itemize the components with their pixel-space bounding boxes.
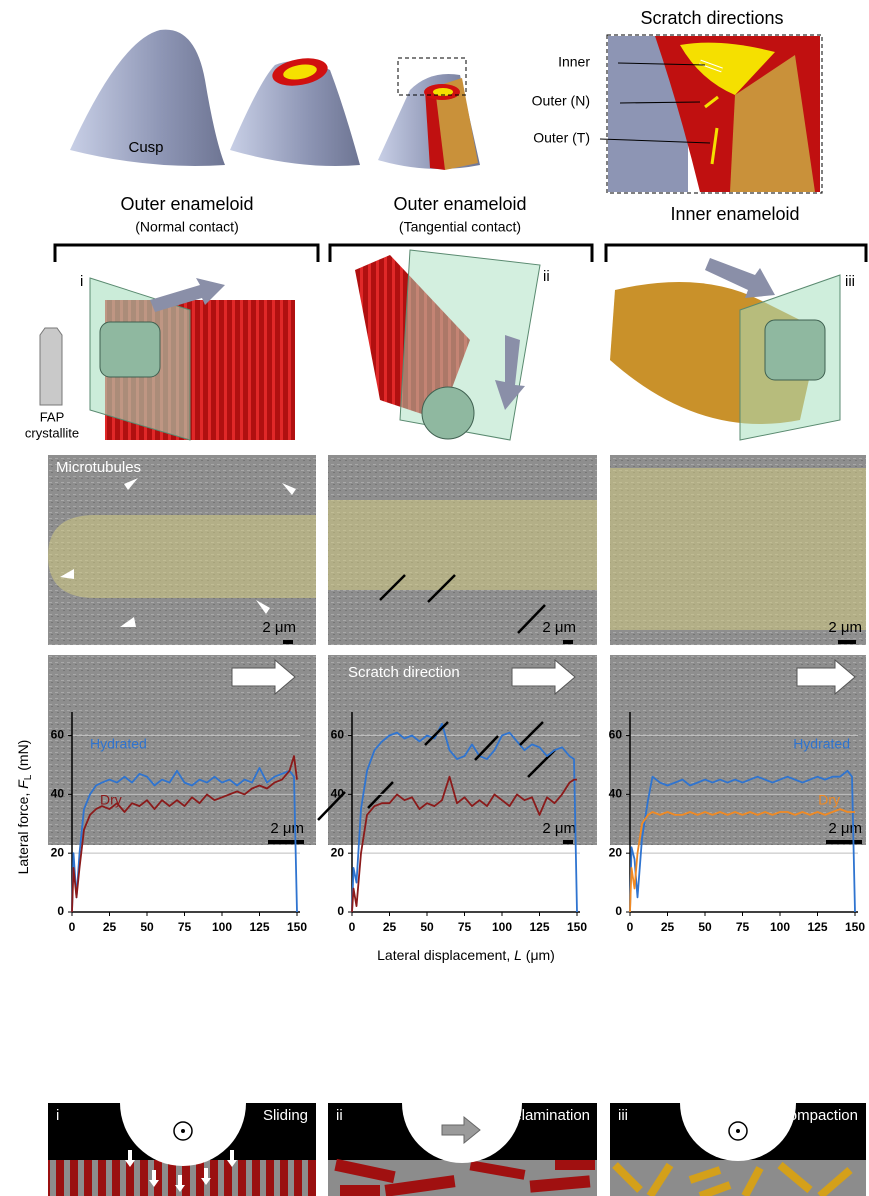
crystal-models-text: iii [845,273,855,290]
header-labels-text: Outer (T) [533,130,590,146]
sem-micrographs-rect [610,468,866,630]
x-tick-label: 0 [69,920,76,934]
page: { "header": {"scratch_directions": "Scra… [0,0,869,1196]
header-labels-text: Outer enameloid [120,194,253,214]
schematics-text: iii [618,1107,628,1124]
x-tick-label: 50 [140,920,154,934]
y-tick-label: 60 [609,728,623,742]
sem-micrographs-rect [563,840,573,844]
x-tick-label: 50 [698,920,712,934]
y-tick-label: 0 [57,904,64,918]
x-tick-label: 100 [492,920,512,934]
header-labels-text: Outer (N) [532,93,590,109]
x-tick-label: 0 [627,920,634,934]
series-label: Dry [100,792,122,808]
schematics-text: Delamination [502,1107,590,1124]
x-tick-label: 150 [845,920,865,934]
scratch-directions-inset [600,35,822,193]
x-tick-label: 0 [349,920,356,934]
x-tick-label: 125 [807,920,827,934]
y-tick-label: 40 [331,787,345,801]
x-tick-label: 75 [178,920,192,934]
series-label: Hydrated [793,736,850,752]
x-tick-label: 75 [458,920,472,934]
x-tick-label: 25 [661,920,675,934]
y-tick-label: 40 [51,787,65,801]
sem-micrographs-rect [826,840,862,844]
x-tick-label: 25 [103,920,117,934]
schematics-circle [181,1129,185,1133]
series-label: Hydrated [90,736,147,752]
crystal-models-text: crystallite [25,425,79,440]
crystal-models-text: ii [543,268,550,285]
x-tick-label: 25 [383,920,397,934]
x-tick-label: 100 [770,920,790,934]
sem-micrographs-rect [838,640,856,644]
schematics-text: Compaction [778,1107,858,1124]
crystal-models-circle [422,387,474,439]
x-tick-label: 125 [249,920,269,934]
y-tick-label: 0 [337,904,344,918]
crystal-models-text: i [80,273,83,290]
schematics-text: ii [336,1107,343,1124]
figure: Scratch directions Inner Outer (N) Outer… [0,0,869,1196]
x-axis-label: Lateral displacement, L (μm) [377,947,555,963]
crystal-models-path [40,328,62,405]
y-axis-label: Lateral force, FL (mN) [15,740,34,875]
y-tick-label: 20 [51,845,65,859]
header-labels-text: Inner enameloid [670,204,799,224]
sem-micrographs-text: 2 μm [828,820,862,837]
header-labels-text: Scratch directions [640,8,783,28]
sem-micrographs-text: 2 μm [542,820,576,837]
sem-micrographs-rect [563,640,573,644]
schematics-g-rect [555,1160,595,1170]
x-tick-label: 50 [420,920,434,934]
schematics-circle [736,1129,740,1133]
sem-micrographs-text: 2 μm [542,619,576,636]
sem-micrographs-rect [268,840,304,844]
crystal-models-text: FAP [40,409,65,424]
crystal-models-rect [765,320,825,380]
sem-micrographs-text: 2 μm [828,619,862,636]
sem-micrographs-text: 2 μm [270,820,304,837]
brackets-path [606,245,866,262]
header-labels-text: (Tangential contact) [399,219,521,235]
sem-micrographs-rect [283,640,293,644]
header-labels-text: Inner [558,54,590,70]
sem-micrographs-text: Scratch direction [348,664,460,681]
y-tick-label: 0 [615,904,622,918]
y-tick-label: 60 [331,728,345,742]
sem-micrographs-text: Microtubules [56,459,141,476]
schematics-text: i [56,1107,59,1124]
y-tick-label: 60 [51,728,65,742]
sem-micrographs-rect [328,500,597,590]
header-labels-text: Cusp [128,139,163,156]
x-tick-label: 125 [529,920,549,934]
header-labels-text: (Normal contact) [135,219,238,235]
sem-micrographs: Microtubules Scratch direction 2 μm 2 μm… [48,455,866,845]
sem-micrographs-text: 2 μm [262,619,296,636]
series-label: Dry [818,792,840,808]
x-tick-label: 150 [287,920,307,934]
x-tick-label: 100 [212,920,232,934]
header-labels-text: Outer enameloid [393,194,526,214]
crystal-models: FAP crystallite i ii iii [25,250,855,440]
schematics-text: Sliding [263,1107,308,1124]
sem-micrographs-path [48,515,316,598]
schematics-g-rect [340,1185,380,1196]
x-tick-label: 150 [567,920,587,934]
schematics: i Sliding ii Delamination iii Compaction [48,1103,866,1196]
y-tick-label: 40 [609,787,623,801]
x-tick-label: 75 [736,920,750,934]
brackets-path [55,245,318,262]
crystal-models-rect [100,322,160,377]
y-tick-label: 20 [331,845,345,859]
y-tick-label: 20 [609,845,623,859]
